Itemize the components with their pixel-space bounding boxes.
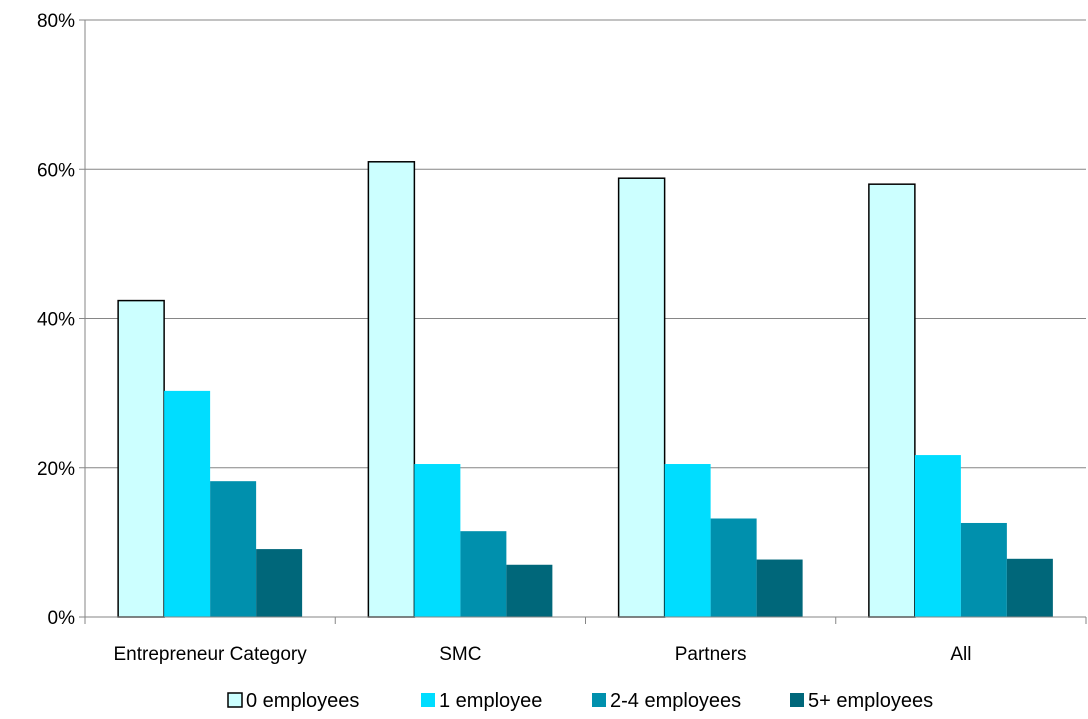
legend-label: 0 employees [246,690,359,712]
bar [1006,558,1053,617]
bars [117,161,1053,618]
legend-swatch [790,693,804,707]
y-tick-label: 60% [37,160,75,181]
bar [414,464,461,617]
bar [960,522,1007,617]
bar [460,531,507,617]
bar [664,464,711,617]
bar [367,161,416,618]
bar [756,559,803,617]
legend-swatch [421,693,435,707]
legend: 0 employees 1 employee 2-4 employees 5+ emp… [227,690,933,712]
legend-label: 2-4 employees [610,690,741,712]
legend-swatch [592,693,606,707]
bar [164,390,211,617]
legend-label: 1 employee [439,690,542,712]
bar [868,183,916,618]
bar [506,564,553,617]
bar [117,299,165,618]
x-tick-label: All [950,644,971,665]
y-tick-label: 80% [37,11,75,32]
legend-label: 5+ employees [808,690,933,712]
bar [617,177,666,618]
x-tick-label: Entrepreneur Category [113,644,307,665]
x-tick-label: SMC [439,644,481,665]
x-axis-tick-labels: Entrepreneur Category SMC Partners All [113,644,971,665]
x-tick-label: Partners [675,644,747,665]
y-axis-tick-labels: 0% 20% 40% 60% 80% [37,11,75,629]
bar [210,481,257,617]
legend-swatch [227,692,243,708]
gridlines [85,19,1086,469]
axes [79,19,1087,624]
y-tick-label: 20% [37,459,75,480]
bar [710,518,757,617]
y-tick-label: 40% [37,310,75,331]
y-tick-label: 0% [48,608,76,629]
bar [914,455,961,617]
bar [256,549,303,617]
